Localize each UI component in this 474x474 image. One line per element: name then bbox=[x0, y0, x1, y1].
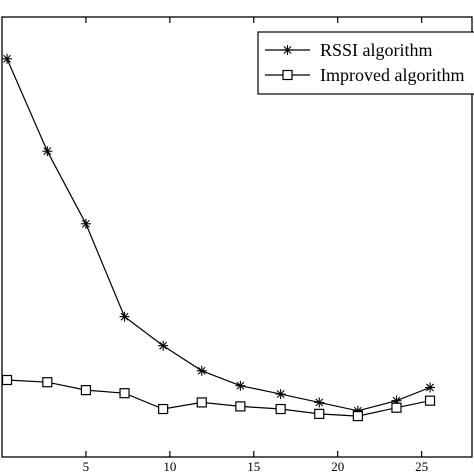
data-point bbox=[158, 340, 169, 351]
legend-square-marker bbox=[282, 69, 293, 81]
x-tick-label: 10 bbox=[163, 459, 176, 474]
legend-label-improved: Improved algorithm bbox=[320, 65, 464, 85]
data-point bbox=[80, 385, 92, 396]
star-stroke bbox=[197, 366, 206, 375]
data-point bbox=[119, 388, 130, 399]
data-point bbox=[275, 389, 286, 400]
legend-marker-square bbox=[282, 69, 293, 81]
star-stroke bbox=[159, 341, 168, 350]
star-stroke bbox=[3, 54, 11, 63]
data-point bbox=[424, 395, 436, 406]
star-stroke bbox=[82, 219, 90, 228]
series-line bbox=[6, 379, 431, 417]
x-tick-label: 5 bbox=[83, 459, 90, 474]
data-point bbox=[2, 53, 13, 64]
plot-axes bbox=[1, 16, 473, 458]
data-point bbox=[196, 365, 207, 376]
star-stroke bbox=[426, 383, 434, 392]
series-line bbox=[6, 58, 431, 412]
data-point bbox=[235, 380, 246, 391]
x-axis-ticks: 5 10 15 20 25 bbox=[83, 17, 428, 474]
series-improved bbox=[1, 374, 436, 422]
star-stroke bbox=[315, 398, 324, 407]
legend-box bbox=[257, 31, 474, 95]
data-point bbox=[158, 403, 169, 415]
data-point bbox=[42, 377, 53, 388]
star-stroke bbox=[236, 381, 245, 390]
data-point bbox=[235, 401, 246, 412]
series-layer bbox=[1, 53, 436, 422]
data-point bbox=[314, 408, 325, 419]
star-stroke bbox=[43, 147, 52, 156]
plot-frame bbox=[1, 16, 473, 458]
legend-label-rssi: RSSI algorithm bbox=[320, 40, 433, 60]
star-stroke bbox=[283, 46, 292, 54]
data-point bbox=[391, 402, 402, 413]
data-point bbox=[314, 397, 325, 408]
data-point bbox=[42, 146, 53, 157]
data-point bbox=[275, 403, 286, 415]
x-tick-label: 15 bbox=[247, 459, 260, 474]
star-stroke bbox=[276, 390, 285, 399]
x-tick-label: 20 bbox=[331, 459, 344, 474]
data-point bbox=[119, 311, 130, 322]
data-point bbox=[196, 397, 207, 408]
legend-star-marker bbox=[282, 45, 293, 55]
star-stroke bbox=[120, 312, 129, 321]
data-point bbox=[1, 374, 13, 386]
data-point bbox=[425, 382, 436, 393]
legend-marker-star bbox=[282, 45, 293, 55]
data-point bbox=[352, 410, 363, 422]
series-rssi bbox=[2, 53, 436, 416]
x-tick-label: 25 bbox=[415, 459, 428, 474]
data-point bbox=[80, 218, 91, 229]
legend: RSSI algorithm Improved algorithm bbox=[257, 31, 474, 95]
